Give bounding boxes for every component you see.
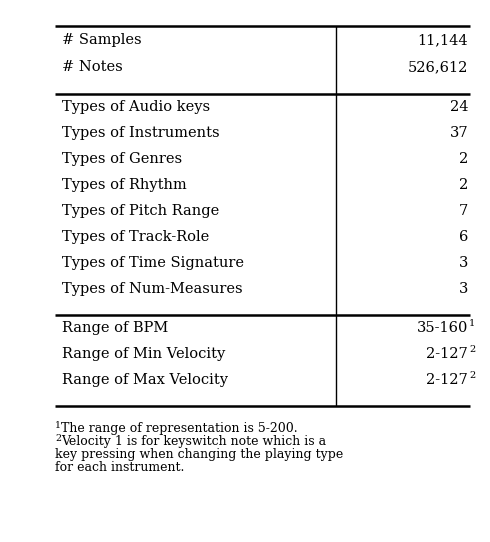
Text: 7: 7	[459, 204, 468, 218]
Text: 2-127: 2-127	[426, 347, 468, 361]
Text: 24: 24	[449, 100, 468, 114]
Text: Range of Min Velocity: Range of Min Velocity	[62, 347, 225, 361]
Text: 2: 2	[55, 434, 61, 443]
Text: Types of Time Signature: Types of Time Signature	[62, 256, 244, 270]
Text: Range of BPM: Range of BPM	[62, 321, 168, 335]
Text: 1: 1	[55, 421, 61, 430]
Text: key pressing when changing the playing type: key pressing when changing the playing t…	[55, 448, 343, 461]
Text: 2: 2	[459, 178, 468, 192]
Text: 3: 3	[459, 282, 468, 296]
Text: Types of Rhythm: Types of Rhythm	[62, 178, 187, 192]
Text: for each instrument.: for each instrument.	[55, 461, 184, 474]
Text: 526,612: 526,612	[408, 60, 468, 74]
Text: Types of Pitch Range: Types of Pitch Range	[62, 204, 219, 218]
Text: Range of Max Velocity: Range of Max Velocity	[62, 373, 228, 387]
Text: 3: 3	[459, 256, 468, 270]
Text: Types of Audio keys: Types of Audio keys	[62, 100, 210, 114]
Text: Types of Track-Role: Types of Track-Role	[62, 230, 209, 244]
Text: The range of representation is 5-200.: The range of representation is 5-200.	[61, 422, 297, 435]
Text: 2: 2	[459, 152, 468, 166]
Text: 37: 37	[449, 126, 468, 140]
Text: 1: 1	[469, 319, 475, 327]
Text: 35-160: 35-160	[416, 321, 468, 335]
Text: # Notes: # Notes	[62, 60, 123, 74]
Text: Velocity 1 is for keyswitch note which is a: Velocity 1 is for keyswitch note which i…	[61, 435, 326, 448]
Text: 6: 6	[459, 230, 468, 244]
Text: # Samples: # Samples	[62, 33, 142, 47]
Text: 2-127: 2-127	[426, 373, 468, 387]
Text: 2: 2	[469, 345, 475, 353]
Text: Types of Genres: Types of Genres	[62, 152, 182, 166]
Text: 2: 2	[469, 371, 475, 379]
Text: 11,144: 11,144	[417, 33, 468, 47]
Text: Types of Instruments: Types of Instruments	[62, 126, 220, 140]
Text: Types of Num-Measures: Types of Num-Measures	[62, 282, 243, 296]
